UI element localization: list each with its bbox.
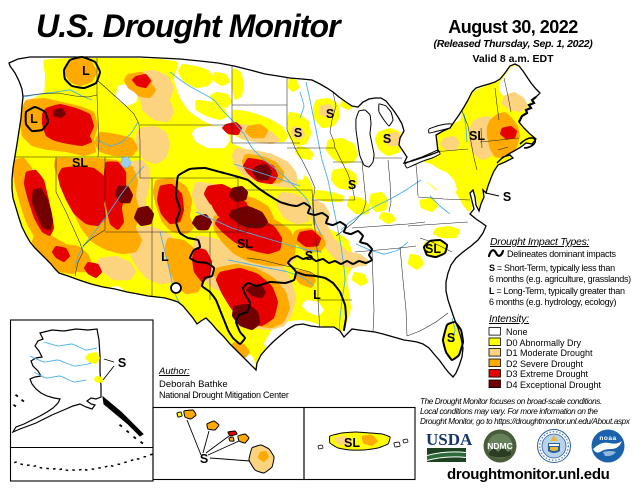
svg-text:L: L xyxy=(313,288,321,302)
svg-text:S: S xyxy=(200,452,208,466)
svg-text:SL: SL xyxy=(469,129,485,143)
svg-text:SL: SL xyxy=(237,237,253,251)
svg-text:S: S xyxy=(118,356,126,370)
svg-text:USDA: USDA xyxy=(426,430,473,449)
svg-text:S: S xyxy=(383,132,391,146)
svg-text:SL: SL xyxy=(72,156,88,170)
svg-text:L: L xyxy=(30,112,38,126)
svg-text:S: S xyxy=(305,249,313,263)
svg-text:noaa: noaa xyxy=(599,435,616,442)
svg-text:S: S xyxy=(294,126,302,140)
svg-text:S: S xyxy=(447,331,455,345)
svg-text:SL: SL xyxy=(425,242,441,256)
svg-text:L: L xyxy=(82,64,90,78)
svg-text:S: S xyxy=(326,107,334,121)
svg-text:L: L xyxy=(161,250,169,264)
svg-text:SL: SL xyxy=(344,436,360,450)
svg-text:NDMC: NDMC xyxy=(487,441,513,451)
svg-text:S: S xyxy=(348,178,356,192)
svg-text:S: S xyxy=(503,190,511,204)
